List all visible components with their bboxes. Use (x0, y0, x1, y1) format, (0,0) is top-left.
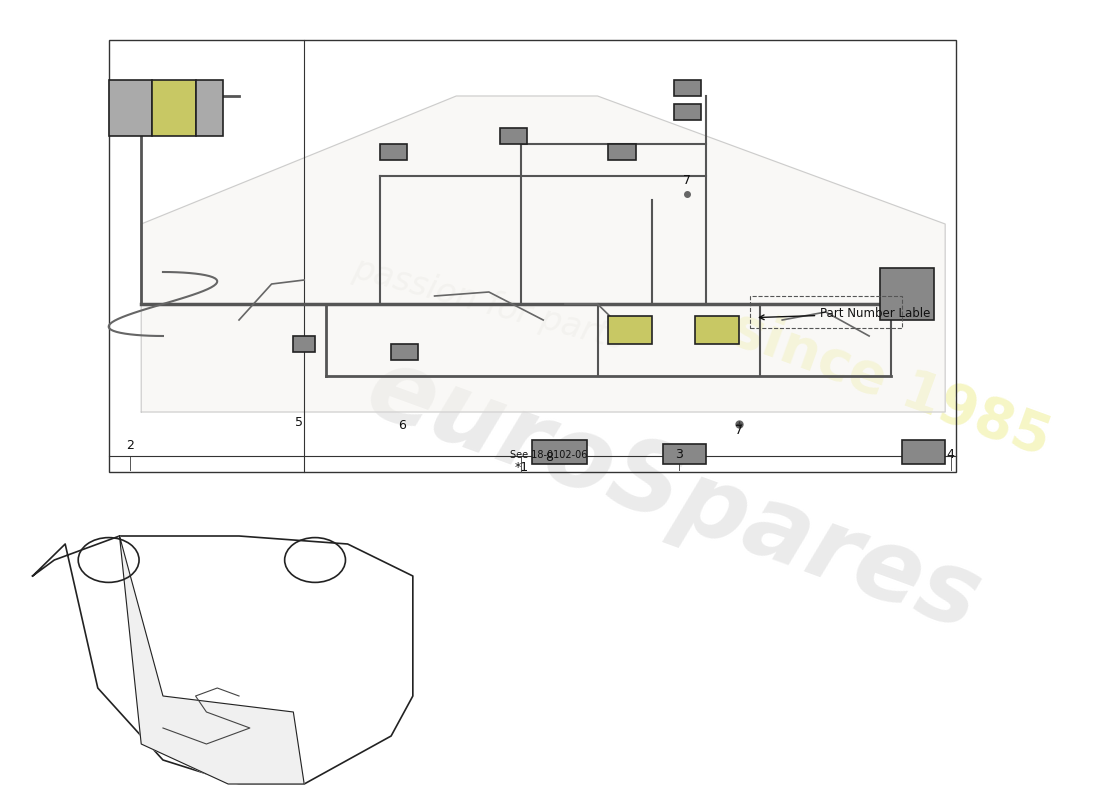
Bar (902, 440, 945, 464)
Bar (880, 268, 934, 320)
Bar (532, 440, 586, 464)
Bar (381, 144, 407, 160)
Bar (196, 80, 222, 136)
Bar (294, 336, 315, 352)
Text: 3: 3 (675, 448, 683, 461)
Bar (608, 144, 636, 160)
Bar (392, 344, 418, 360)
Text: 2: 2 (126, 439, 134, 452)
Bar (673, 104, 701, 120)
Bar (673, 80, 701, 96)
Text: 4: 4 (947, 448, 955, 461)
Bar (109, 40, 956, 472)
Text: passion for parts: passion for parts (350, 252, 628, 356)
Bar (608, 316, 652, 344)
Bar (499, 128, 527, 144)
Text: since 1985: since 1985 (724, 301, 1058, 467)
Polygon shape (120, 536, 305, 784)
Text: See 18-0102-06: See 18-0102-06 (510, 450, 587, 459)
Text: 8: 8 (544, 451, 552, 464)
Bar (152, 80, 196, 136)
Bar (109, 80, 152, 136)
Text: 5: 5 (295, 416, 302, 429)
Text: 7: 7 (683, 174, 691, 186)
Text: Part Number Lable: Part Number Lable (759, 307, 931, 320)
Text: euroSpares: euroSpares (354, 340, 993, 652)
Bar (695, 316, 739, 344)
Bar (662, 444, 706, 464)
Text: 7: 7 (735, 424, 743, 437)
Text: 6: 6 (398, 419, 406, 432)
Polygon shape (141, 96, 945, 412)
Text: *1: *1 (515, 461, 528, 474)
